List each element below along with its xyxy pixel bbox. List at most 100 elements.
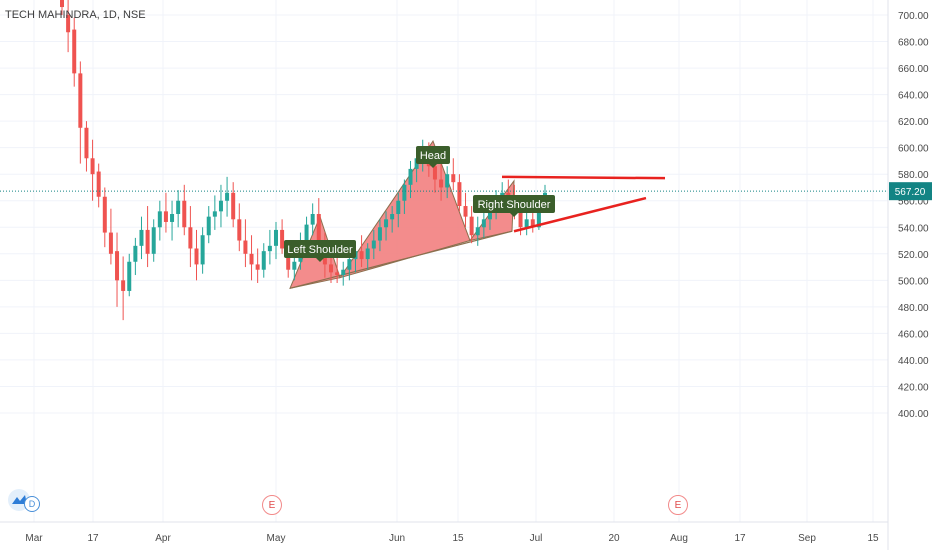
candle-body xyxy=(231,192,236,220)
candle-body xyxy=(163,211,168,222)
candle-body xyxy=(212,211,217,217)
candle xyxy=(188,206,193,268)
candle-body xyxy=(524,219,529,228)
head-label: Head xyxy=(416,146,450,168)
candle-body xyxy=(96,171,101,197)
price-badge-box xyxy=(889,182,932,201)
dividend-marker[interactable]: D xyxy=(24,496,40,512)
candle xyxy=(335,256,340,283)
candle xyxy=(273,221,278,260)
head-shape xyxy=(338,139,471,279)
candle xyxy=(267,229,272,265)
candle-body xyxy=(469,216,474,236)
candle-body xyxy=(151,227,156,254)
candle-series xyxy=(0,0,888,321)
candle xyxy=(329,253,334,283)
candle-body xyxy=(72,29,77,74)
candle-body xyxy=(218,200,223,212)
candle-body xyxy=(408,168,413,185)
candle-body xyxy=(475,227,480,236)
candle-body xyxy=(451,174,456,183)
candle-body xyxy=(280,229,285,249)
candle-body xyxy=(145,229,150,254)
candle xyxy=(377,219,382,252)
price-tick-label: 660.00 xyxy=(898,64,929,75)
candle-body xyxy=(182,200,187,228)
candle-body xyxy=(396,200,401,214)
candle xyxy=(231,182,236,228)
support-trendline xyxy=(513,196,647,233)
candle-body xyxy=(536,200,541,228)
candle-body xyxy=(90,158,95,175)
candle xyxy=(108,208,113,265)
candle xyxy=(524,211,529,236)
candle-body xyxy=(439,179,444,188)
candle-body xyxy=(286,248,291,270)
candle xyxy=(66,0,71,53)
time-tick-label: Sep xyxy=(798,533,816,544)
time-axis-labels: Mar 17 Apr May Jun 15 Jul 20 Aug 17 Sep 15 xyxy=(25,533,879,544)
time-tick-label: 20 xyxy=(608,533,620,544)
candle xyxy=(127,253,132,297)
annotation-text: Left Shoulder xyxy=(287,244,353,256)
candle-body xyxy=(170,214,175,222)
last-price-badge: 567.20 xyxy=(889,182,932,201)
candle xyxy=(445,166,450,199)
left-shoulder-label: Left Shoulder xyxy=(284,240,356,262)
candle xyxy=(96,163,101,208)
candle-body xyxy=(518,211,523,228)
candle-body xyxy=(78,73,83,128)
candle-body xyxy=(384,219,389,228)
candle xyxy=(237,203,242,252)
candle-body xyxy=(347,259,352,270)
time-tick-label: Aug xyxy=(670,533,688,544)
price-tick-label: 420.00 xyxy=(898,382,929,393)
price-tick-label: 580.00 xyxy=(898,170,929,181)
price-tick-label: 540.00 xyxy=(898,223,929,234)
candle xyxy=(200,227,205,274)
candle xyxy=(90,139,95,201)
price-tick-label: 700.00 xyxy=(898,11,929,22)
candle xyxy=(280,219,285,254)
candle xyxy=(359,235,364,268)
candle-body xyxy=(261,251,266,270)
trendlines xyxy=(501,175,666,233)
annotation-text: Right Shoulder xyxy=(478,199,551,211)
candle-body xyxy=(249,253,254,265)
annotation-pointer xyxy=(510,213,518,217)
candle xyxy=(60,0,64,15)
candle-body xyxy=(66,15,71,33)
earnings-marker-may[interactable]: E xyxy=(262,495,282,515)
candle-body xyxy=(273,229,278,246)
candle-body xyxy=(463,206,468,217)
candle-body xyxy=(530,219,535,228)
candle xyxy=(133,237,138,276)
candle xyxy=(163,192,168,233)
candle-body xyxy=(225,192,230,201)
candle xyxy=(176,190,181,228)
candle-body xyxy=(206,216,211,236)
candle-body xyxy=(310,214,315,225)
pattern-annotations: Left Shoulder Head Right Shoulder xyxy=(284,146,555,262)
price-tick-label: 500.00 xyxy=(898,276,929,287)
candle xyxy=(151,219,156,262)
candle-body xyxy=(243,240,248,254)
candle xyxy=(457,174,462,212)
candle-body xyxy=(108,232,113,254)
candle-body xyxy=(115,251,120,281)
candle xyxy=(102,187,107,248)
time-tick-label: Mar xyxy=(25,533,43,544)
price-tick-label: 680.00 xyxy=(898,38,929,49)
candle xyxy=(365,243,370,270)
earnings-marker-aug[interactable]: E xyxy=(668,495,688,515)
time-tick-label: 17 xyxy=(87,533,99,544)
candle-body xyxy=(255,264,260,270)
candle-body xyxy=(200,235,205,265)
candle-body xyxy=(60,0,64,8)
candle xyxy=(218,184,223,228)
symbol-header: TECH MAHINDRA, 1D, NSE xyxy=(5,9,146,21)
candle-body xyxy=(341,269,346,276)
head-and-shoulders-pattern xyxy=(289,139,515,289)
candle-body xyxy=(432,166,437,180)
